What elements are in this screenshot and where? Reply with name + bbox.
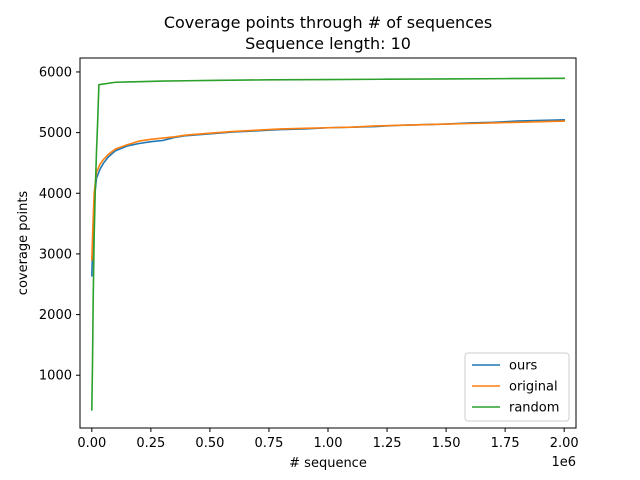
x-tick-label: 1.25 [373, 436, 402, 451]
x-tick-label: 0.25 [136, 436, 165, 451]
x-tick-label: 1.75 [491, 436, 520, 451]
x-tick-label: 1.50 [432, 436, 461, 451]
series-line-random [90, 77, 565, 411]
series-line-ours [90, 119, 566, 277]
chart-title: Coverage points through # of sequences [164, 13, 492, 32]
x-tick-label: 0.50 [195, 436, 224, 451]
y-tick-label: 6000 [39, 65, 72, 80]
y-tick-label: 4000 [39, 187, 72, 202]
x-axis-offset-text: 1e6 [551, 455, 576, 470]
legend-label-random: random [509, 401, 559, 416]
y-tick-label: 2000 [39, 308, 72, 323]
legend: ours original random [464, 352, 570, 422]
y-axis-ticks: 1000 2000 3000 4000 5000 6000 [39, 65, 80, 384]
legend-label-original: original [509, 380, 558, 395]
chart-subtitle: Sequence length: 10 [245, 34, 411, 53]
y-tick-label: 1000 [39, 369, 72, 384]
series-line-original [90, 120, 566, 261]
legend-label-ours: ours [509, 359, 538, 374]
x-tick-label: 2.00 [550, 436, 579, 451]
x-axis-label: # sequence [289, 456, 367, 471]
x-tick-label: 1.00 [314, 436, 343, 451]
y-tick-label: 5000 [39, 126, 72, 141]
plot-frame [79, 57, 577, 429]
legend-box [464, 352, 570, 422]
x-axis-ticks: 0.00 0.25 0.50 0.75 1.00 1.25 1.50 1.75 2.00 [77, 428, 579, 451]
x-tick-label: 0.00 [77, 436, 106, 451]
y-tick-label: 3000 [39, 247, 72, 262]
y-axis-label: coverage points [16, 191, 31, 296]
series-layer [90, 77, 566, 411]
x-tick-label: 0.75 [254, 436, 283, 451]
